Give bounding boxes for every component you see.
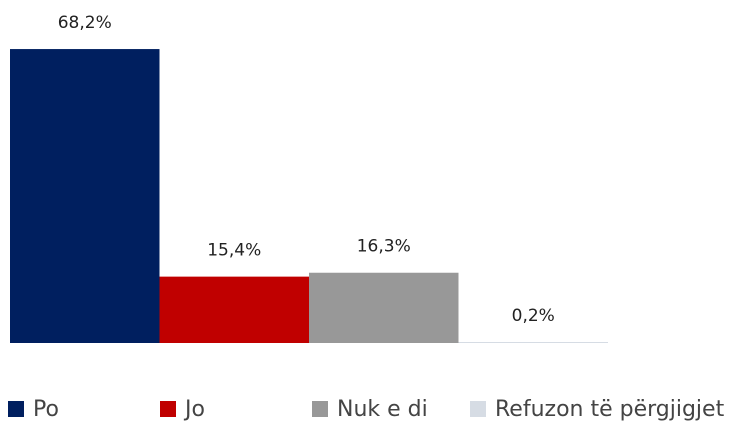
value-label: 0,2% [512, 306, 555, 326]
legend-swatch [8, 401, 24, 417]
bar [309, 272, 459, 343]
legend-swatch [160, 401, 176, 417]
legend-label: Po [33, 397, 59, 421]
legend-swatch [470, 401, 486, 417]
value-label: 68,2% [58, 13, 112, 33]
legend-label: Jo [183, 397, 205, 421]
legend-label: Refuzon të përgjigjet [495, 397, 725, 421]
bar [458, 342, 608, 343]
bar [159, 276, 309, 343]
value-label: 16,3% [357, 237, 411, 257]
value-label: 15,4% [207, 241, 261, 261]
legend-label: Nuk e di [337, 397, 428, 421]
bar [10, 49, 160, 344]
legend-swatch [312, 401, 328, 417]
